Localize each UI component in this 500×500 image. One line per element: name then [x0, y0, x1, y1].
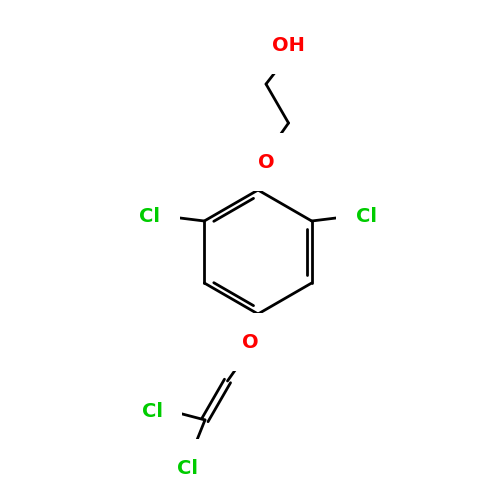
- Text: Cl: Cl: [176, 459, 198, 478]
- Text: OH: OH: [272, 36, 305, 54]
- Text: Cl: Cl: [140, 206, 160, 226]
- Text: Cl: Cl: [356, 206, 376, 226]
- Text: Cl: Cl: [142, 402, 163, 421]
- Text: O: O: [258, 152, 274, 172]
- Text: O: O: [242, 332, 258, 351]
